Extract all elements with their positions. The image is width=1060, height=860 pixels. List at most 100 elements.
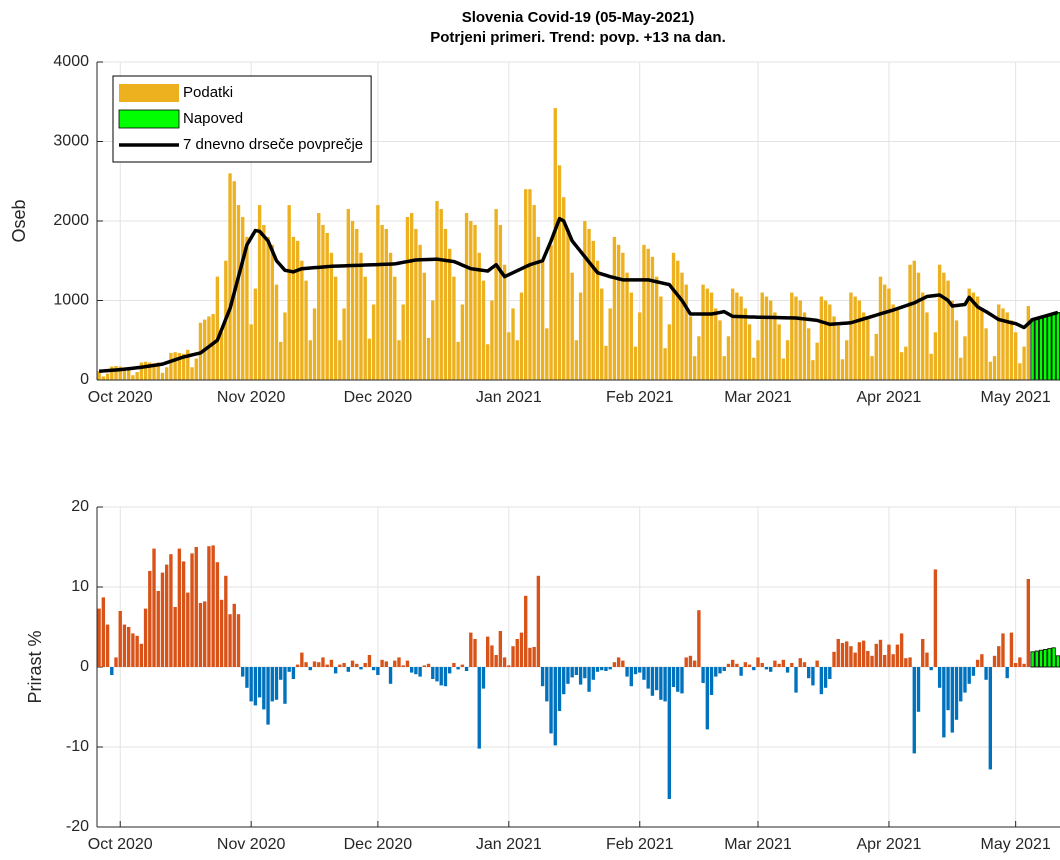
bar bbox=[1018, 657, 1022, 667]
bar bbox=[684, 657, 688, 667]
bar bbox=[414, 667, 418, 675]
bar bbox=[101, 597, 106, 667]
y-tick-label: 3000 bbox=[53, 133, 89, 150]
bar bbox=[595, 667, 600, 672]
bar bbox=[980, 654, 984, 667]
bar bbox=[308, 667, 312, 671]
bar bbox=[439, 667, 443, 686]
bar bbox=[169, 352, 173, 380]
bar bbox=[228, 614, 232, 667]
bar bbox=[249, 667, 253, 702]
bar bbox=[143, 361, 148, 380]
chart-title: Slovenia Covid-19 (05-May-2021) bbox=[462, 9, 695, 26]
bar bbox=[245, 236, 249, 380]
bar bbox=[152, 363, 156, 380]
bar bbox=[730, 659, 735, 667]
bar bbox=[954, 667, 959, 720]
bar bbox=[629, 667, 633, 687]
bar bbox=[355, 663, 359, 667]
bar bbox=[574, 667, 579, 675]
bar bbox=[1055, 655, 1060, 668]
bar bbox=[722, 667, 726, 671]
bar bbox=[486, 636, 490, 667]
bar bbox=[346, 209, 350, 380]
bar bbox=[194, 358, 198, 380]
y-tick-label: -10 bbox=[66, 738, 89, 755]
bar bbox=[232, 181, 236, 380]
bar bbox=[718, 667, 722, 674]
bar bbox=[325, 664, 329, 667]
bar bbox=[304, 280, 308, 380]
bar bbox=[515, 340, 519, 380]
bar bbox=[460, 664, 465, 667]
bar bbox=[447, 248, 452, 380]
bar bbox=[823, 667, 828, 688]
bar bbox=[152, 548, 156, 667]
bar bbox=[456, 341, 460, 380]
bar bbox=[638, 312, 642, 380]
bar bbox=[811, 667, 815, 686]
bar bbox=[177, 548, 182, 667]
bar bbox=[959, 667, 963, 702]
bar bbox=[680, 667, 684, 694]
bar bbox=[1005, 667, 1009, 679]
bar bbox=[743, 308, 748, 380]
bar bbox=[549, 244, 553, 380]
bar bbox=[207, 546, 211, 667]
bar bbox=[697, 610, 701, 667]
bar bbox=[798, 658, 802, 667]
bar bbox=[380, 659, 384, 667]
bar bbox=[667, 324, 671, 380]
y-tick-label: 0 bbox=[80, 371, 89, 388]
bar bbox=[515, 639, 519, 667]
bar bbox=[861, 312, 866, 380]
bar bbox=[355, 228, 359, 380]
bar bbox=[557, 165, 562, 380]
bar bbox=[270, 667, 274, 702]
bar bbox=[511, 308, 515, 380]
bar bbox=[735, 663, 739, 667]
bar bbox=[1038, 316, 1044, 381]
bar bbox=[904, 658, 908, 667]
bar bbox=[654, 667, 659, 691]
bar bbox=[802, 662, 807, 667]
bar bbox=[507, 665, 511, 667]
bar bbox=[405, 660, 410, 667]
bar bbox=[857, 300, 862, 380]
bar bbox=[173, 607, 177, 667]
bar bbox=[363, 663, 367, 667]
bar bbox=[384, 228, 389, 380]
bar bbox=[469, 632, 473, 667]
bar bbox=[156, 362, 160, 380]
bar bbox=[498, 631, 503, 667]
bar bbox=[236, 205, 241, 380]
bar bbox=[215, 276, 220, 380]
bar bbox=[418, 244, 422, 380]
bar bbox=[887, 644, 891, 667]
bar bbox=[177, 352, 182, 380]
bar bbox=[975, 296, 980, 380]
bar bbox=[891, 654, 895, 667]
bar bbox=[654, 276, 659, 380]
bar bbox=[1026, 579, 1031, 667]
x-tick-label: Jan 2021 bbox=[476, 836, 542, 853]
bar bbox=[545, 328, 549, 380]
bar bbox=[866, 651, 870, 667]
bar bbox=[574, 340, 579, 380]
bar bbox=[1043, 649, 1048, 668]
bar bbox=[676, 667, 680, 692]
bar bbox=[904, 346, 908, 380]
bar bbox=[971, 667, 976, 676]
bar bbox=[849, 292, 853, 380]
bar bbox=[165, 564, 169, 667]
bar bbox=[287, 205, 291, 380]
bar bbox=[570, 272, 574, 380]
bar bbox=[802, 312, 807, 380]
bar bbox=[532, 205, 536, 380]
bar bbox=[616, 657, 621, 667]
bar bbox=[705, 288, 710, 380]
bar bbox=[688, 655, 693, 667]
bar bbox=[595, 260, 600, 380]
